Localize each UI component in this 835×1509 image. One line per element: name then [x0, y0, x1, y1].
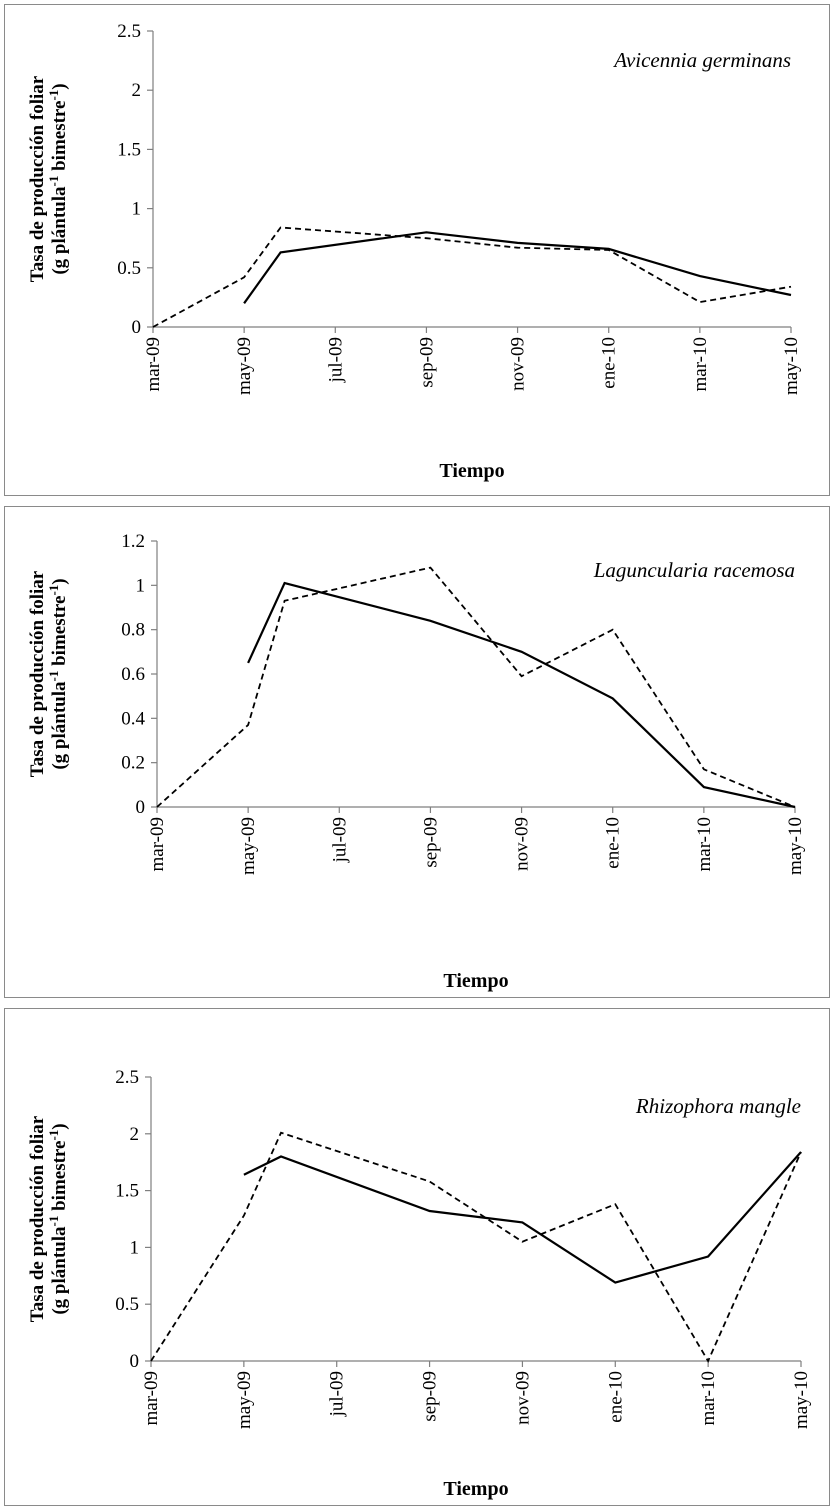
y-axis-title-line1: Tasa de producción foliar — [27, 1115, 48, 1322]
y-axis-title-line2: (g plántula-1 bimestre-1) — [46, 578, 71, 769]
x-tick-label: mar-09 — [141, 1371, 162, 1426]
y-tick-label: 1.5 — [115, 1181, 139, 1202]
species-label: Rhizophora mangle — [635, 1094, 801, 1118]
y-axis-title-line2: (g plántula-1 bimestre-1) — [46, 83, 71, 274]
y-axis-title-part: (g plántula — [49, 186, 70, 275]
x-axis-title: Tiempo — [439, 460, 504, 482]
x-tick-label: may-09 — [234, 1371, 255, 1429]
series-line-solid — [243, 231, 792, 304]
chart-svg-laguncularia: 0 0.2 0.4 0.6 0.8 1 1.2 mar-09 may-09 jul-09 sep-0… — [27, 531, 806, 992]
y-tick-label: 1.2 — [121, 531, 145, 552]
y-tick-label: 2.5 — [117, 21, 141, 42]
y-tick-label: 0 — [136, 797, 146, 818]
x-tick-label: jul-09 — [329, 817, 350, 863]
x-tick-label: nov-09 — [512, 1371, 533, 1425]
y-tick-label: 0 — [132, 317, 142, 338]
y-tick-label: 0.2 — [121, 753, 145, 774]
x-tick-label: may-10 — [781, 337, 802, 395]
y-tick-label: 0.8 — [121, 620, 145, 641]
species-label: Laguncularia racemosa — [593, 558, 795, 582]
series-line-dashed — [156, 566, 796, 808]
x-tick-label: may-10 — [785, 817, 806, 875]
y-tick-label: 1 — [132, 199, 142, 220]
y-axis-title-line2: (g plántula-1 bimestre-1) — [46, 1123, 71, 1314]
chart-svg-avicennia: 0 0.5 1 1.5 2 2.5 mar-09 may-09 jul-09 sep-09 nov-… — [27, 21, 802, 482]
y-tick-label: 1 — [130, 1237, 140, 1258]
series-line-solid — [247, 581, 796, 809]
y-axis-title-superscript: -1 — [46, 585, 61, 596]
y-tick-label: 2 — [132, 80, 142, 101]
chart-panel-laguncularia: 0 0.2 0.4 0.6 0.8 1 1.2 mar-09 may-09 jul-09 sep-0… — [4, 506, 830, 998]
x-axis-title: Tiempo — [443, 1478, 508, 1500]
y-tick-label: 0.5 — [117, 258, 141, 279]
y-axis-title-part: bimestre — [49, 596, 70, 671]
y-tick-label: 2.5 — [115, 1067, 139, 1088]
y-axis-title-part: (g plántula — [49, 1226, 70, 1315]
y-tick-label: 1 — [136, 575, 146, 596]
y-axis-title-superscript: -1 — [46, 671, 61, 682]
y-tick-label: 1.5 — [117, 139, 141, 160]
y-tick-label: 0.4 — [121, 708, 145, 729]
chart-panel-avicennia: 0 0.5 1 1.5 2 2.5 mar-09 may-09 jul-09 sep-09 nov-… — [4, 4, 830, 496]
y-axis-title-line1: Tasa de producción foliar — [27, 570, 48, 777]
x-tick-label: mar-10 — [690, 337, 711, 392]
x-tick-label: mar-09 — [147, 817, 168, 872]
chart-svg-rhizophora: 0 0.5 1 1.5 2 2.5 mar-09 may-09 jul-09 sep-09 nov-… — [27, 1067, 812, 1500]
y-axis-title-part: bimestre — [49, 1141, 70, 1216]
y-tick-label: 2 — [130, 1124, 140, 1145]
y-axis-title-part: bimestre — [49, 101, 70, 176]
x-tick-label: sep-09 — [416, 337, 437, 388]
x-tick-label: nov-09 — [508, 337, 529, 391]
x-tick-label: jul-09 — [327, 1371, 348, 1417]
chart-panel-rhizophora: 0 0.5 1 1.5 2 2.5 mar-09 may-09 jul-09 sep-09 nov-… — [4, 1008, 830, 1506]
series-line-solid — [243, 1151, 802, 1284]
x-axis-title: Tiempo — [443, 970, 508, 992]
x-tick-label: jul-09 — [325, 337, 346, 383]
y-tick-label: 0.5 — [115, 1294, 139, 1315]
y-axis-title-superscript: -1 — [46, 1216, 61, 1227]
x-tick-label: mar-10 — [698, 1371, 719, 1426]
species-label: Avicennia germinans — [612, 48, 791, 72]
y-axis-title-superscript: -1 — [46, 90, 61, 101]
y-tick-label: 0.6 — [121, 664, 145, 685]
x-tick-label: sep-09 — [420, 817, 441, 868]
y-axis-title-part: ) — [49, 83, 70, 89]
x-tick-label: ene-10 — [605, 1371, 626, 1423]
x-tick-label: mar-09 — [143, 337, 164, 392]
y-axis-title-superscript: -1 — [46, 1130, 61, 1141]
x-tick-label: may-10 — [791, 1371, 812, 1429]
x-tick-label: ene-10 — [603, 817, 624, 869]
x-tick-label: sep-09 — [420, 1371, 441, 1422]
y-axis-title-line1: Tasa de producción foliar — [27, 75, 48, 282]
x-tick-label: may-09 — [234, 337, 255, 395]
x-tick-label: mar-10 — [694, 817, 715, 872]
y-axis-title-part: ) — [49, 578, 70, 584]
y-tick-label: 0 — [130, 1351, 140, 1372]
y-axis-title-part: (g plántula — [49, 681, 70, 770]
series-line-dashed — [152, 226, 792, 328]
x-tick-label: may-09 — [238, 817, 259, 875]
y-axis-title-part: ) — [49, 1123, 70, 1129]
x-tick-label: ene-10 — [599, 337, 620, 389]
x-tick-label: nov-09 — [512, 817, 533, 871]
series-line-dashed — [150, 1131, 802, 1363]
y-axis-title-superscript: -1 — [46, 176, 61, 187]
